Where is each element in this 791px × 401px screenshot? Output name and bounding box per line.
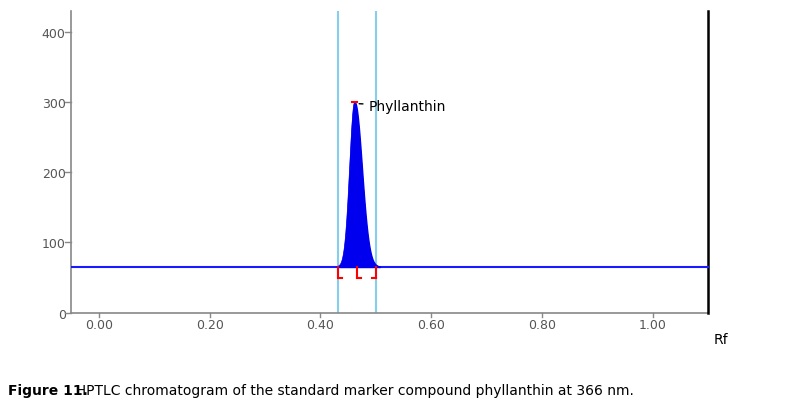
Text: Rf: Rf: [713, 332, 728, 346]
Text: HPTLC chromatogram of the standard marker compound phyllanthin at 366 nm.: HPTLC chromatogram of the standard marke…: [67, 383, 634, 397]
Text: Figure 11.: Figure 11.: [8, 383, 88, 397]
Text: Phyllanthin: Phyllanthin: [359, 99, 446, 113]
